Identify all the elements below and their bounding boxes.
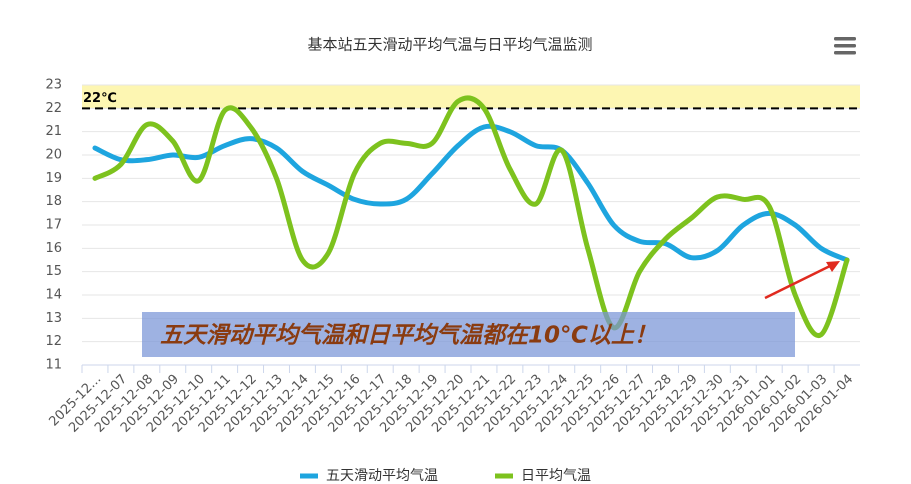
- series-line: [92, 95, 850, 339]
- y-tick-label: 22: [45, 101, 62, 116]
- y-tick-label: 14: [45, 288, 62, 303]
- y-tick-label: 15: [45, 264, 62, 279]
- y-tick-label: 11: [45, 358, 62, 373]
- menu-bar: [834, 44, 856, 48]
- arrow-head: [826, 261, 840, 272]
- series-line: [92, 123, 850, 263]
- y-tick-label: 16: [45, 241, 62, 256]
- y-tick-label: 17: [45, 218, 62, 233]
- legend-label: 五天滑动平均气温: [326, 467, 438, 484]
- arrow: [764, 263, 833, 300]
- y-tick-label: 23: [45, 78, 62, 93]
- legend-label: 日平均气温: [521, 468, 591, 484]
- chart-title: 基本站五天滑动平均气温与日平均气温监测: [307, 36, 592, 54]
- menu-bar: [834, 51, 856, 55]
- y-tick-label: 20: [45, 148, 62, 163]
- annotation-box: [142, 312, 795, 357]
- y-tick-label: 19: [45, 171, 62, 186]
- y-tick-label: 13: [45, 311, 62, 326]
- menu-bar: [834, 37, 856, 41]
- y-tick-label: 12: [45, 334, 62, 349]
- y-tick-label: 18: [45, 194, 62, 209]
- menu-button[interactable]: [834, 37, 856, 55]
- annotation-text: 五天滑动平均气温和日平均气温都在10℃以上！: [160, 323, 657, 349]
- reference-label: 22℃: [83, 91, 117, 106]
- y-tick-label: 21: [45, 124, 62, 139]
